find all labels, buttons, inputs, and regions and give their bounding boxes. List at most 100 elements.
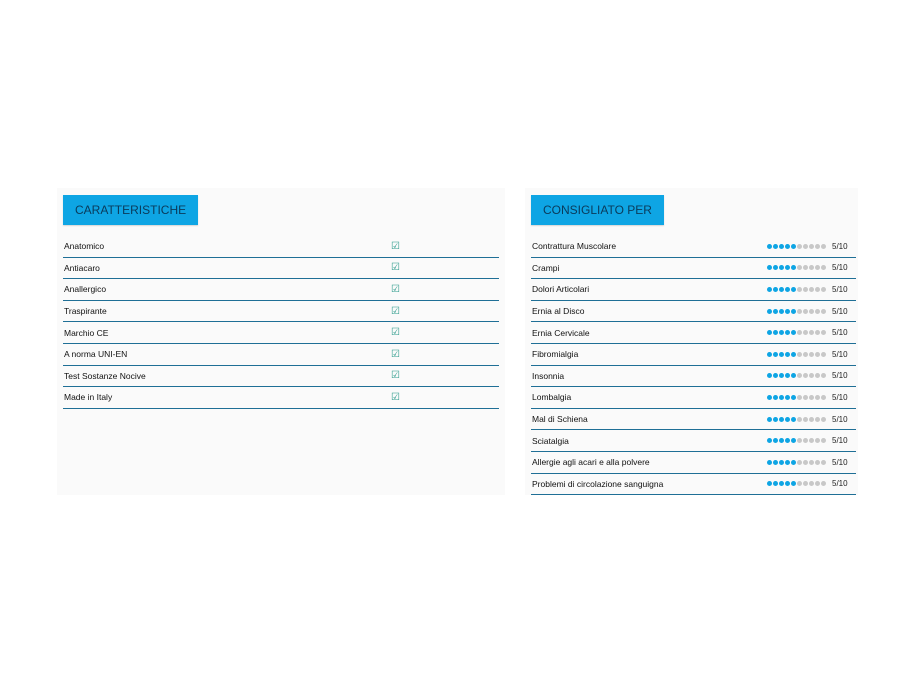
rating-dot	[785, 459, 790, 465]
rating-dot	[803, 481, 808, 487]
check-circle-icon: ☑	[391, 305, 400, 317]
rating-dot	[785, 286, 790, 292]
feature-label: Marchio CE	[64, 327, 109, 338]
rating-dot	[791, 330, 796, 336]
rating-dot	[797, 286, 802, 292]
rating-dot	[785, 416, 790, 422]
rating-dot	[809, 416, 814, 422]
rating-score: 5/10	[832, 414, 848, 424]
recommended-label: Lombalgia	[532, 392, 572, 403]
rating-dot	[791, 351, 796, 357]
rating-dots	[767, 373, 826, 379]
rating-dot	[821, 243, 826, 249]
rating-dot	[821, 286, 826, 292]
rating-dot	[815, 351, 820, 357]
rating-dot	[785, 265, 790, 271]
rating-dot	[779, 416, 784, 422]
rating-dot	[803, 330, 808, 336]
check-circle-icon: ☑	[391, 262, 400, 274]
recommended-row: Fibromialgia 5/10	[531, 344, 856, 366]
rating-dot	[809, 373, 814, 379]
rating-dot	[779, 373, 784, 379]
rating-dot	[773, 351, 778, 357]
feature-label: Traspirante	[64, 306, 107, 317]
recommended-label: Sciatalgia	[532, 435, 569, 446]
recommended-label: Dolori Articolari	[532, 284, 590, 295]
rating-dots	[767, 286, 826, 292]
feature-row: Traspirante ☑	[63, 301, 499, 323]
check-circle-icon: ☑	[391, 327, 400, 339]
rating-dot	[773, 265, 778, 271]
rating-dot	[767, 308, 772, 314]
rating-dot	[803, 438, 808, 444]
rating-dot	[809, 308, 814, 314]
feature-label: Made in Italy	[64, 392, 113, 403]
rating-dot	[797, 416, 802, 422]
rating-dot	[773, 308, 778, 314]
recommended-label: Mal di Schiena	[532, 414, 588, 425]
rating-dot	[821, 308, 826, 314]
rating-dot	[767, 330, 772, 336]
rating-dot	[791, 438, 796, 444]
rating-dot	[779, 308, 784, 314]
rating-score: 5/10	[832, 349, 848, 359]
rating-dot	[797, 351, 802, 357]
rating-dot	[803, 373, 808, 379]
rating-dot	[773, 373, 778, 379]
feature-label: Test Sostanze Nocive	[64, 370, 146, 381]
feature-row: Anallergico ☑	[63, 279, 499, 301]
rating-dot	[767, 265, 772, 271]
rating-dot	[779, 351, 784, 357]
recommended-row: Sciatalgia 5/10	[531, 430, 856, 452]
rating-dot	[785, 351, 790, 357]
feature-row: A norma UNI-EN ☑	[63, 344, 499, 366]
rating-dots	[767, 438, 826, 444]
rating-dot	[779, 286, 784, 292]
rating-dot	[797, 308, 802, 314]
rating-score: 5/10	[832, 263, 848, 273]
rating-dot	[797, 265, 802, 271]
rating-dot	[791, 286, 796, 292]
rating-dot	[809, 394, 814, 400]
rating-dot	[779, 481, 784, 487]
rating-dot	[785, 243, 790, 249]
rating-dots	[767, 416, 826, 422]
rating-dot	[773, 481, 778, 487]
rating-score: 5/10	[832, 371, 848, 381]
rating-dot	[821, 265, 826, 271]
rating-score: 5/10	[832, 479, 848, 489]
rating-dots	[767, 330, 826, 336]
recommended-row: Mal di Schiena 5/10	[531, 409, 856, 431]
rating-dots	[767, 459, 826, 465]
rating-dot	[815, 243, 820, 249]
rating-dot	[815, 330, 820, 336]
rating-dot	[785, 308, 790, 314]
rating-dots	[767, 308, 826, 314]
rating-dot	[797, 481, 802, 487]
recommended-row: Ernia al Disco 5/10	[531, 301, 856, 323]
rating-dot	[821, 416, 826, 422]
rating-dot	[815, 265, 820, 271]
rating-dot	[791, 243, 796, 249]
rating-score: 5/10	[832, 457, 848, 467]
rating-score: 5/10	[832, 436, 848, 446]
rating-dot	[779, 394, 784, 400]
rating-score: 5/10	[832, 328, 848, 338]
rating-dot	[809, 286, 814, 292]
rating-dot	[809, 438, 814, 444]
recommended-header: CONSIGLIATO PER	[531, 195, 664, 225]
feature-row: Antiacaro ☑	[63, 258, 499, 280]
rating-dot	[773, 459, 778, 465]
rating-score: 5/10	[832, 392, 848, 402]
rating-dot	[791, 481, 796, 487]
rating-dots	[767, 243, 826, 249]
rating-dot	[809, 243, 814, 249]
rating-dot	[767, 416, 772, 422]
rating-score: 5/10	[832, 284, 848, 294]
rating-dot	[779, 265, 784, 271]
rating-dot	[815, 373, 820, 379]
feature-row: Marchio CE ☑	[63, 322, 499, 344]
rating-dot	[767, 459, 772, 465]
rating-dot	[767, 373, 772, 379]
rating-dot	[815, 459, 820, 465]
